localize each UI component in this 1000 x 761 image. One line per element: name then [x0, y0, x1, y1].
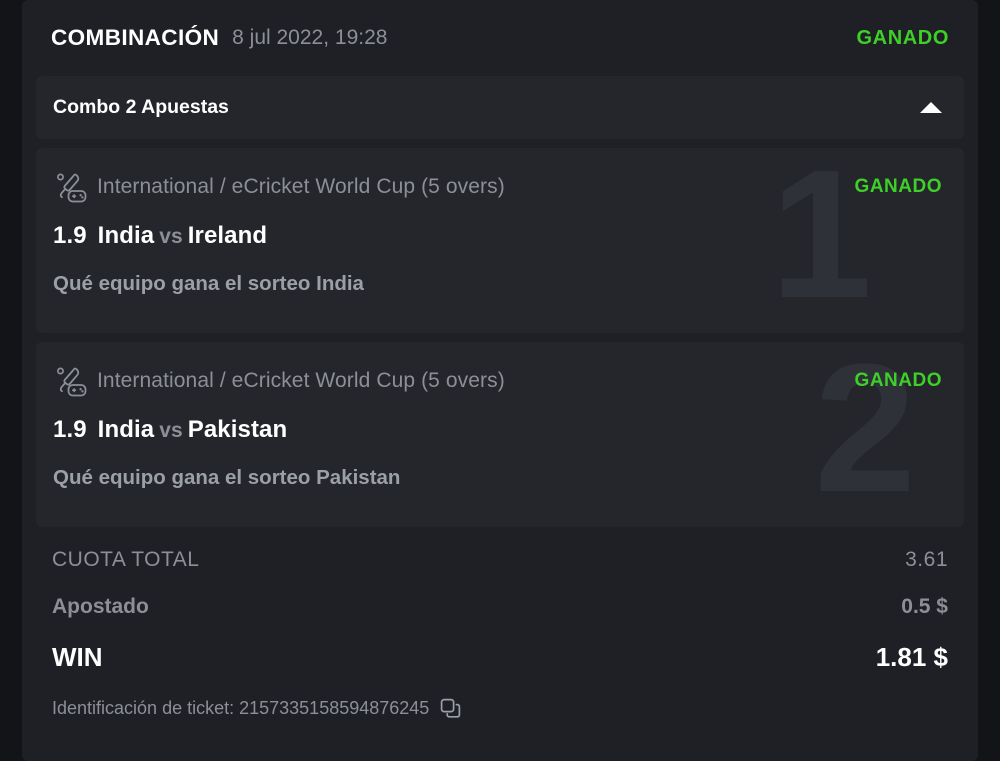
total-odds-value: 3.61 [905, 548, 948, 571]
bet-market: Qué equipo gana el sorteo Pakistan [53, 466, 401, 489]
bet-header-row: International / eCricket World Cup (5 ov… [53, 364, 946, 398]
ticket-summary: CUOTA TOTAL 3.61 Apostado 0.5 $ WIN 1.81… [36, 536, 964, 723]
list-item[interactable]: 2 International / eCricket World Cup (5 … [36, 342, 964, 527]
win-value: 1.81 $ [875, 641, 948, 672]
bet-odds: 1.9 [53, 222, 87, 249]
status-badge: GANADO [854, 176, 942, 197]
combo-label: Combo 2 Apuestas [53, 96, 229, 118]
bet-away-team: Ireland [187, 222, 268, 249]
bet-teams-row: 1.9 India vs Pakistan [53, 416, 946, 444]
bet-away-team: Pakistan [187, 416, 288, 443]
staked-label: Apostado [52, 595, 149, 618]
vs-label: vs [159, 419, 183, 442]
ticket-header: COMBINACIÓN 8 jul 2022, 19:28 GANADO [36, 0, 964, 76]
bet-league: International / eCricket World Cup (5 ov… [97, 369, 505, 392]
ticket-id-row: Identificación de ticket: 21573351585948… [52, 698, 948, 723]
bet-home-team: India [97, 416, 155, 443]
triangle-up-icon[interactable] [920, 97, 942, 119]
status-badge: GANADO [854, 370, 942, 391]
bet-ticket-card: COMBINACIÓN 8 jul 2022, 19:28 GANADO Com… [22, 0, 978, 761]
bet-selection-list: 1 International / eCricket World Cup (5 … [36, 148, 964, 527]
total-odds-row: CUOTA TOTAL 3.61 [52, 536, 948, 584]
staked-value: 0.5 $ [901, 595, 948, 618]
copy-icon[interactable] [440, 698, 461, 719]
page-title: COMBINACIÓN [51, 25, 220, 50]
status-badge: GANADO [856, 26, 949, 49]
vs-label: vs [159, 225, 183, 248]
ticket-datetime: 8 jul 2022, 19:28 [232, 26, 388, 49]
win-label: WIN [52, 641, 103, 672]
win-row: WIN 1.81 $ [52, 630, 948, 684]
list-item[interactable]: 1 International / eCricket World Cup (5 … [36, 148, 964, 333]
triangle-up-glyph [920, 102, 942, 113]
ticket-id-text: Identificación de ticket: 21573351585948… [52, 698, 430, 718]
bet-teams-row: 1.9 India vs Ireland [53, 222, 946, 250]
ecricket-gamepad-icon [57, 173, 87, 203]
bet-odds: 1.9 [53, 416, 87, 443]
total-odds-label: CUOTA TOTAL [52, 548, 200, 571]
bet-league: International / eCricket World Cup (5 ov… [97, 175, 505, 198]
bet-home-team: India [97, 222, 155, 249]
bet-header-row: International / eCricket World Cup (5 ov… [53, 170, 946, 204]
combo-collapse-bar[interactable]: Combo 2 Apuestas [36, 76, 964, 139]
staked-row: Apostado 0.5 $ [52, 584, 948, 630]
ecricket-gamepad-icon [57, 367, 87, 397]
bet-market: Qué equipo gana el sorteo India [53, 272, 364, 295]
